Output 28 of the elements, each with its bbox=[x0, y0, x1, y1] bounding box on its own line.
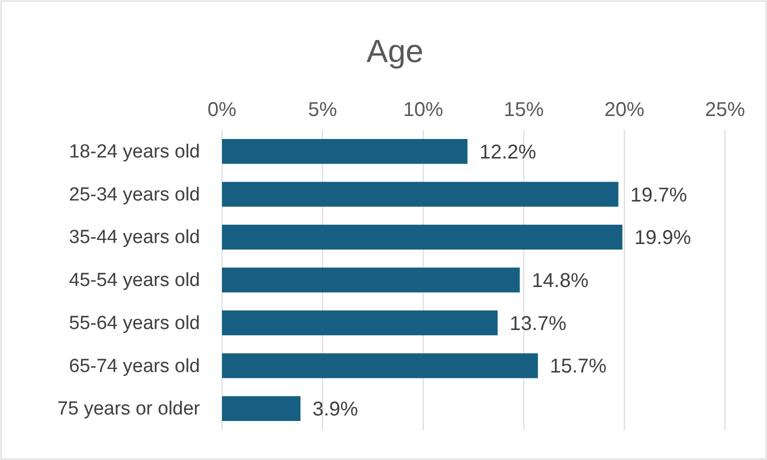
bar bbox=[222, 310, 498, 336]
data-label: 12.2% bbox=[479, 141, 536, 164]
bar bbox=[222, 268, 520, 292]
bar bbox=[222, 353, 538, 378]
x-tick-label: 20% bbox=[604, 99, 645, 121]
data-label: 3.9% bbox=[312, 398, 358, 421]
y-tick-label: 25-34 years old bbox=[69, 184, 200, 206]
data-label: 15.7% bbox=[550, 356, 607, 378]
y-tick-label: 35-44 years old bbox=[69, 227, 200, 248]
bar bbox=[222, 396, 300, 421]
data-label: 13.7% bbox=[510, 312, 567, 335]
y-tick-label: 45-54 years old bbox=[69, 270, 200, 292]
x-tick-label: 15% bbox=[504, 99, 544, 121]
y-tick-label: 65-74 years old bbox=[69, 356, 200, 377]
y-tick-label: 75 years or older bbox=[57, 398, 201, 420]
x-tick-label: 25% bbox=[704, 99, 746, 121]
x-tick-label: 0% bbox=[208, 99, 237, 121]
data-label: 19.9% bbox=[634, 227, 692, 250]
x-tick-label: 10% bbox=[403, 99, 444, 121]
y-tick-label: 55-64 years old bbox=[69, 312, 200, 334]
bar bbox=[222, 139, 468, 164]
data-label: 14.8% bbox=[532, 270, 589, 292]
bar bbox=[222, 182, 618, 207]
chart-title: Age bbox=[366, 33, 424, 69]
x-tick-label: 5% bbox=[308, 99, 338, 121]
y-tick-label: 18-24 years old bbox=[69, 142, 200, 163]
data-label: 19.7% bbox=[630, 184, 688, 206]
bar bbox=[222, 224, 622, 250]
